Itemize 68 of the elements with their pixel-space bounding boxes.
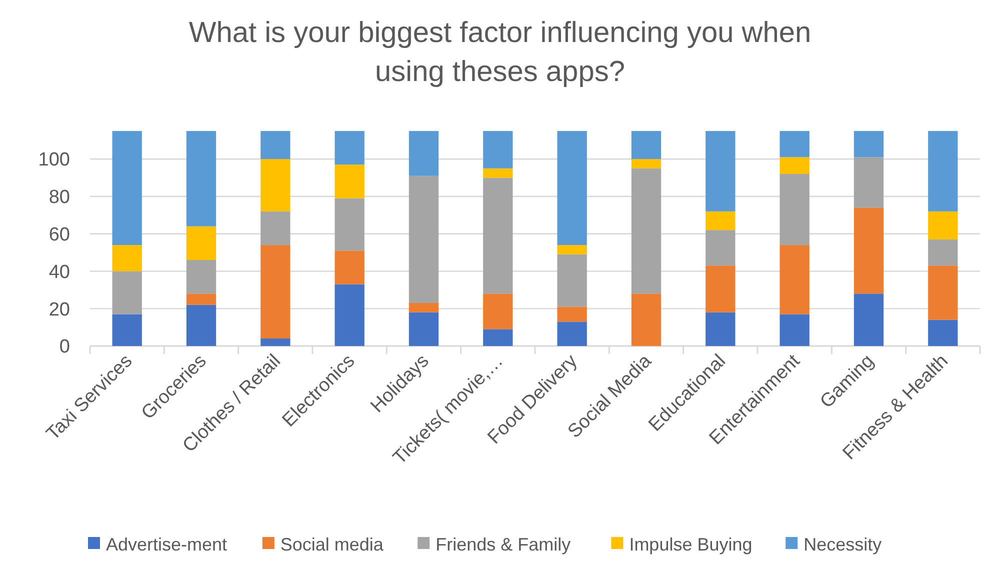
bar — [706, 230, 736, 266]
chart-title: What is your biggest factor influencing you when using theses apps? — [188, 17, 812, 88]
bar — [780, 174, 810, 246]
legend-label: Advertise-ment — [106, 534, 228, 554]
bar — [483, 329, 513, 346]
bar — [854, 294, 884, 346]
legend-label: Social media — [280, 534, 384, 554]
bar — [334, 198, 364, 251]
bar — [928, 131, 958, 212]
bar — [112, 314, 142, 346]
bar — [186, 131, 216, 226]
bar — [631, 131, 662, 160]
bar — [408, 303, 439, 312]
legend-label: Friends & Family — [436, 534, 571, 554]
y-tick-label: 40 — [48, 262, 70, 283]
bar — [186, 260, 216, 294]
bar — [483, 131, 513, 168]
bar — [260, 131, 290, 160]
legend-label: Impulse Buying — [629, 534, 752, 554]
bar — [706, 211, 736, 230]
y-tick-label: 100 — [38, 150, 70, 171]
bar — [186, 304, 216, 346]
bar — [780, 314, 810, 346]
bar — [408, 131, 439, 176]
bar — [631, 168, 662, 294]
bar — [780, 131, 810, 158]
bar — [483, 178, 513, 294]
bar — [854, 131, 884, 158]
bar — [706, 266, 736, 312]
bar — [557, 131, 587, 246]
bar — [186, 294, 216, 305]
bar — [408, 312, 439, 346]
bar — [780, 245, 810, 314]
bar — [631, 294, 662, 346]
y-tick-label: 20 — [48, 299, 70, 320]
legend-label: Necessity — [804, 534, 882, 554]
bar — [557, 306, 587, 322]
bar — [557, 245, 587, 254]
bar — [112, 271, 142, 314]
bar — [112, 245, 142, 272]
bar — [260, 159, 290, 212]
bar — [557, 322, 587, 346]
bar — [557, 254, 587, 307]
bar — [854, 208, 884, 294]
y-tick-label: 80 — [48, 187, 70, 208]
bar — [334, 164, 364, 198]
bar — [112, 131, 142, 246]
bar — [780, 157, 810, 174]
bar — [928, 320, 958, 346]
bar — [260, 245, 290, 339]
y-tick-label: 0 — [59, 336, 70, 358]
bar — [334, 131, 364, 165]
bar — [706, 131, 736, 212]
bar — [334, 284, 364, 346]
y-tick-label: 60 — [48, 224, 70, 246]
bar — [483, 294, 513, 330]
bar — [928, 211, 958, 240]
bar — [260, 338, 290, 346]
bar — [854, 157, 884, 208]
bar — [706, 312, 736, 346]
bar — [631, 159, 662, 168]
bar — [260, 211, 290, 246]
bar — [483, 168, 513, 178]
bar — [928, 266, 958, 320]
bar — [408, 176, 439, 303]
bar — [334, 250, 364, 284]
bar — [186, 226, 216, 260]
bar — [928, 239, 958, 266]
